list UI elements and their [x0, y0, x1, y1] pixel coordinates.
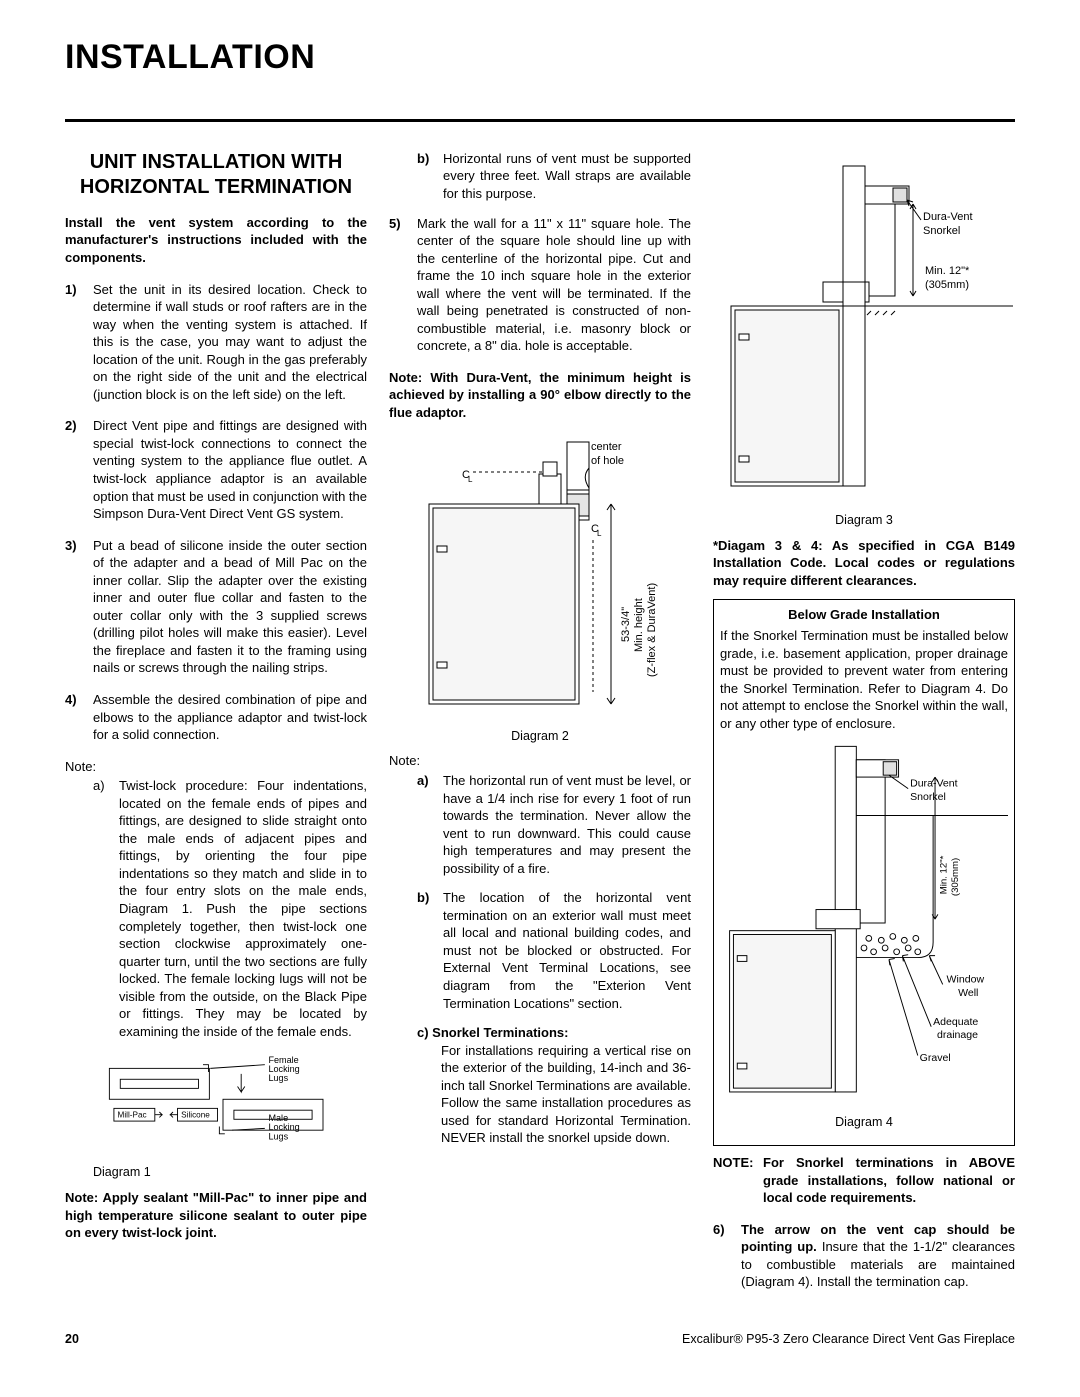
lead-paragraph: Install the vent system according to the…	[65, 214, 367, 267]
star-note: *Diagam 3 & 4: As specified in CGA B149 …	[713, 537, 1015, 590]
cont-note-list: b)Horizontal runs of vent must be suppor…	[389, 150, 691, 203]
note-label-2: Note:	[389, 752, 691, 770]
svg-text:Min. height: Min. height	[633, 598, 645, 652]
column-2: b)Horizontal runs of vent must be suppor…	[389, 150, 691, 1291]
svg-text:Gravel: Gravel	[920, 1052, 951, 1064]
svg-text:center: center	[591, 441, 622, 453]
svg-text:L: L	[597, 529, 602, 538]
svg-text:Adequate: Adequate	[933, 1016, 978, 1028]
column-3: Dura-Vent Snorkel Min. 12"* (305mm)	[713, 150, 1015, 1291]
step-item: 2)Direct Vent pipe and fittings are desi…	[65, 417, 367, 522]
duravent-note: Note: With Dura-Vent, the minimum height…	[389, 369, 691, 422]
diagram-1-caption: Diagram 1	[93, 1164, 151, 1181]
diagram-4-caption: Diagram 4	[720, 1114, 1008, 1131]
product-name: Excalibur® P95-3 Zero Clearance Direct V…	[682, 1331, 1015, 1348]
note-item: a)The horizontal run of vent must be lev…	[417, 772, 691, 877]
svg-text:Min. 12"*: Min. 12"*	[925, 265, 970, 277]
page-footer: 20 Excalibur® P95-3 Zero Clearance Direc…	[65, 1331, 1015, 1348]
svg-text:(305mm): (305mm)	[925, 279, 969, 291]
steps-list: 1)Set the unit in its desired location. …	[65, 281, 367, 744]
step5-wrap: 5)Mark the wall for a 11" x 11" square h…	[389, 215, 691, 355]
step-item: 5)Mark the wall for a 11" x 11" square h…	[389, 215, 691, 355]
svg-text:Min. 12"*: Min. 12"*	[939, 856, 950, 895]
d1-silicone-label: Silicone	[181, 1111, 210, 1120]
step-item: 4)Assemble the desired combination of pi…	[65, 691, 367, 744]
below-grade-heading: Below Grade Installation	[720, 606, 1008, 624]
content-columns: UNIT INSTALLATION WITH HORIZONTAL TERMIN…	[65, 150, 1015, 1291]
svg-text:Lugs: Lugs	[268, 1073, 288, 1083]
page-number: 20	[65, 1331, 79, 1348]
diagram-3: Dura-Vent Snorkel Min. 12"* (305mm)	[713, 156, 1015, 529]
svg-text:L: L	[468, 475, 473, 484]
step-6-text: The arrow on the vent cap should be poin…	[741, 1221, 1015, 1291]
svg-text:of hole: of hole	[591, 455, 624, 467]
sealant-note: Note: Apply sealant "Mill-Pac" to inner …	[65, 1189, 367, 1242]
snorkel-heading: c) Snorkel Terminations:	[417, 1024, 691, 1042]
svg-text:Snorkel: Snorkel	[910, 791, 946, 803]
note-list: a)Twist-lock procedure: Four indentation…	[65, 777, 367, 1040]
step-item: 3)Put a bead of silicone inside the oute…	[65, 537, 367, 677]
svg-text:(305mm): (305mm)	[950, 858, 961, 896]
above-grade-note: NOTE: For Snorkel terminations in ABOVE …	[713, 1154, 1015, 1207]
step-6: 6) The arrow on the vent cap should be p…	[713, 1221, 1015, 1291]
section-heading: UNIT INSTALLATION WITH HORIZONTAL TERMIN…	[65, 150, 367, 200]
diagram-3-caption: Diagram 3	[713, 512, 1015, 529]
svg-text:Dura-Vent: Dura-Vent	[923, 211, 973, 223]
page-title: INSTALLATION	[65, 35, 1015, 81]
diagram-4: Dura-Vent Snorkel Min. 12"* (305mm) Wind…	[720, 738, 1008, 1131]
diagram-1: Female Locking Lugs Male Locking Lugs Mi…	[65, 1052, 367, 1152]
note-label: Note:	[65, 758, 367, 776]
note-item: b)The location of the horizontal vent te…	[417, 889, 691, 1012]
svg-text:Window: Window	[947, 974, 985, 986]
svg-text:Well: Well	[958, 987, 978, 999]
note-item: b)Horizontal runs of vent must be suppor…	[417, 150, 691, 203]
note-list-2: a)The horizontal run of vent must be lev…	[389, 772, 691, 1012]
below-grade-body: If the Snorkel Termination must be insta…	[720, 627, 1008, 732]
svg-text:drainage: drainage	[937, 1029, 978, 1041]
diagram-2: center of hole CL CL	[389, 432, 691, 745]
d1-millpac-label: Mill-Pac	[118, 1111, 147, 1120]
snorkel-section: c) Snorkel Terminations: For installatio…	[389, 1024, 691, 1147]
svg-text:53-3/4": 53-3/4"	[620, 606, 632, 641]
svg-text:Lugs: Lugs	[268, 1132, 288, 1142]
step-item: 1)Set the unit in its desired location. …	[65, 281, 367, 404]
divider	[65, 119, 1015, 122]
svg-text:Snorkel: Snorkel	[923, 225, 960, 237]
diagram-2-caption: Diagram 2	[389, 728, 691, 745]
svg-text:(Z-flex & DuraVent): (Z-flex & DuraVent)	[646, 582, 658, 676]
snorkel-body: For installations requiring a vertical r…	[417, 1042, 691, 1147]
below-grade-box: Below Grade Installation If the Snorkel …	[713, 599, 1015, 1146]
note-item: a)Twist-lock procedure: Four indentation…	[93, 777, 367, 1040]
column-1: UNIT INSTALLATION WITH HORIZONTAL TERMIN…	[65, 150, 367, 1291]
